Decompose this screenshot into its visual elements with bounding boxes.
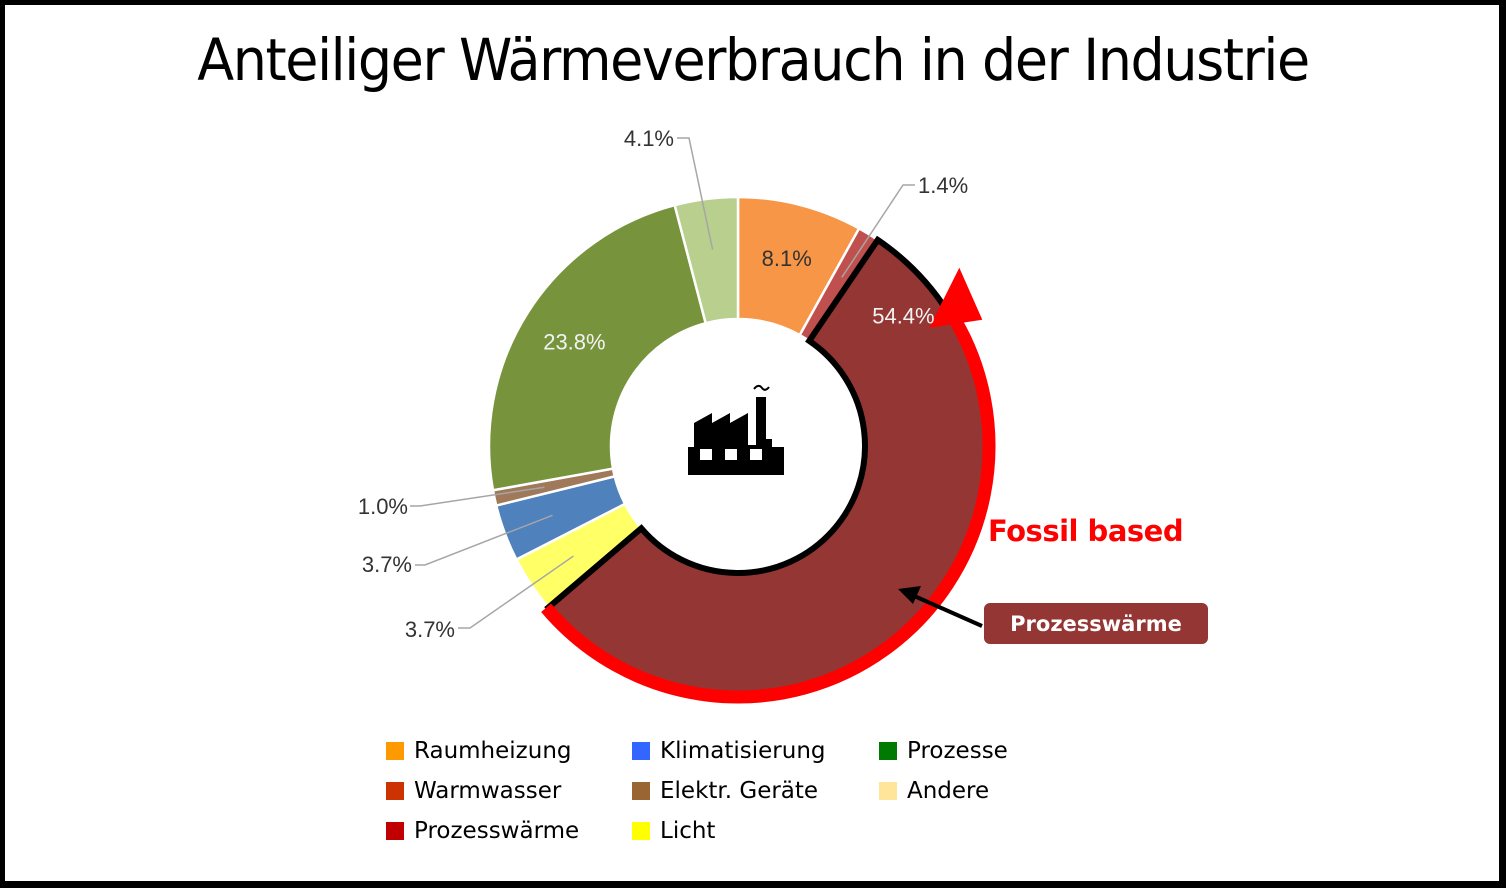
legend-swatch: [632, 742, 650, 760]
legend-label: Andere: [907, 778, 990, 804]
donut-slice-prozesse: [487, 203, 708, 492]
prozesswaerme-callout: Prozesswärme: [984, 603, 1208, 644]
legend-label: Prozesse: [907, 738, 1008, 764]
legend-label: Prozesswärme: [414, 818, 580, 844]
leader-line: [677, 137, 714, 250]
data-label: 3.7%: [362, 552, 412, 577]
data-label: 23.8%: [543, 330, 605, 355]
legend-swatch: [879, 742, 897, 760]
legend-label: Raumheizung: [414, 738, 572, 764]
legend-label: Elektr. Geräte: [660, 778, 819, 804]
legend-swatch: [386, 822, 404, 840]
leader-line: [415, 514, 553, 566]
legend-item: Prozesswärme: [386, 818, 579, 844]
fossil-based-annotation: Fossil based: [988, 514, 1184, 548]
callout-arrow-line: [911, 593, 983, 628]
data-label: 1.4%: [918, 173, 968, 198]
callout-arrowhead: [898, 586, 921, 604]
legend-swatch: [386, 742, 404, 760]
legend-item: Warmwasser: [386, 778, 561, 804]
fossil-arc: [541, 310, 996, 704]
legend-swatch: [632, 822, 650, 840]
data-label: 54.4%: [872, 303, 934, 328]
legend-label: Warmwasser: [414, 778, 562, 804]
legend-swatch: [386, 782, 404, 800]
legend-item: Andere: [879, 778, 989, 804]
legend-swatch: [879, 782, 897, 800]
legend-item: Raumheizung: [386, 738, 572, 764]
legend-item: Klimatisierung: [632, 738, 826, 764]
leader-line: [841, 184, 915, 278]
leader-line: [458, 555, 574, 629]
data-label: 8.1%: [762, 246, 812, 271]
legend-label: Licht: [660, 818, 716, 844]
fossil-arrowhead: [929, 267, 983, 328]
legend-label: Klimatisierung: [660, 738, 826, 764]
legend-item: Elektr. Geräte: [632, 778, 818, 804]
legend-item: Prozesse: [879, 738, 1008, 764]
leader-line: [410, 486, 545, 507]
data-label: 4.1%: [624, 126, 674, 151]
chart-title: Anteiliger Wärmeverbrauch in der Industr…: [197, 26, 1310, 94]
legend-item: Licht: [632, 818, 715, 844]
data-label: 3.7%: [405, 617, 455, 642]
legend-swatch: [632, 782, 650, 800]
donut-slice-andere: [673, 195, 740, 325]
data-label: 1.0%: [358, 494, 408, 519]
factory-icon: [688, 384, 784, 475]
